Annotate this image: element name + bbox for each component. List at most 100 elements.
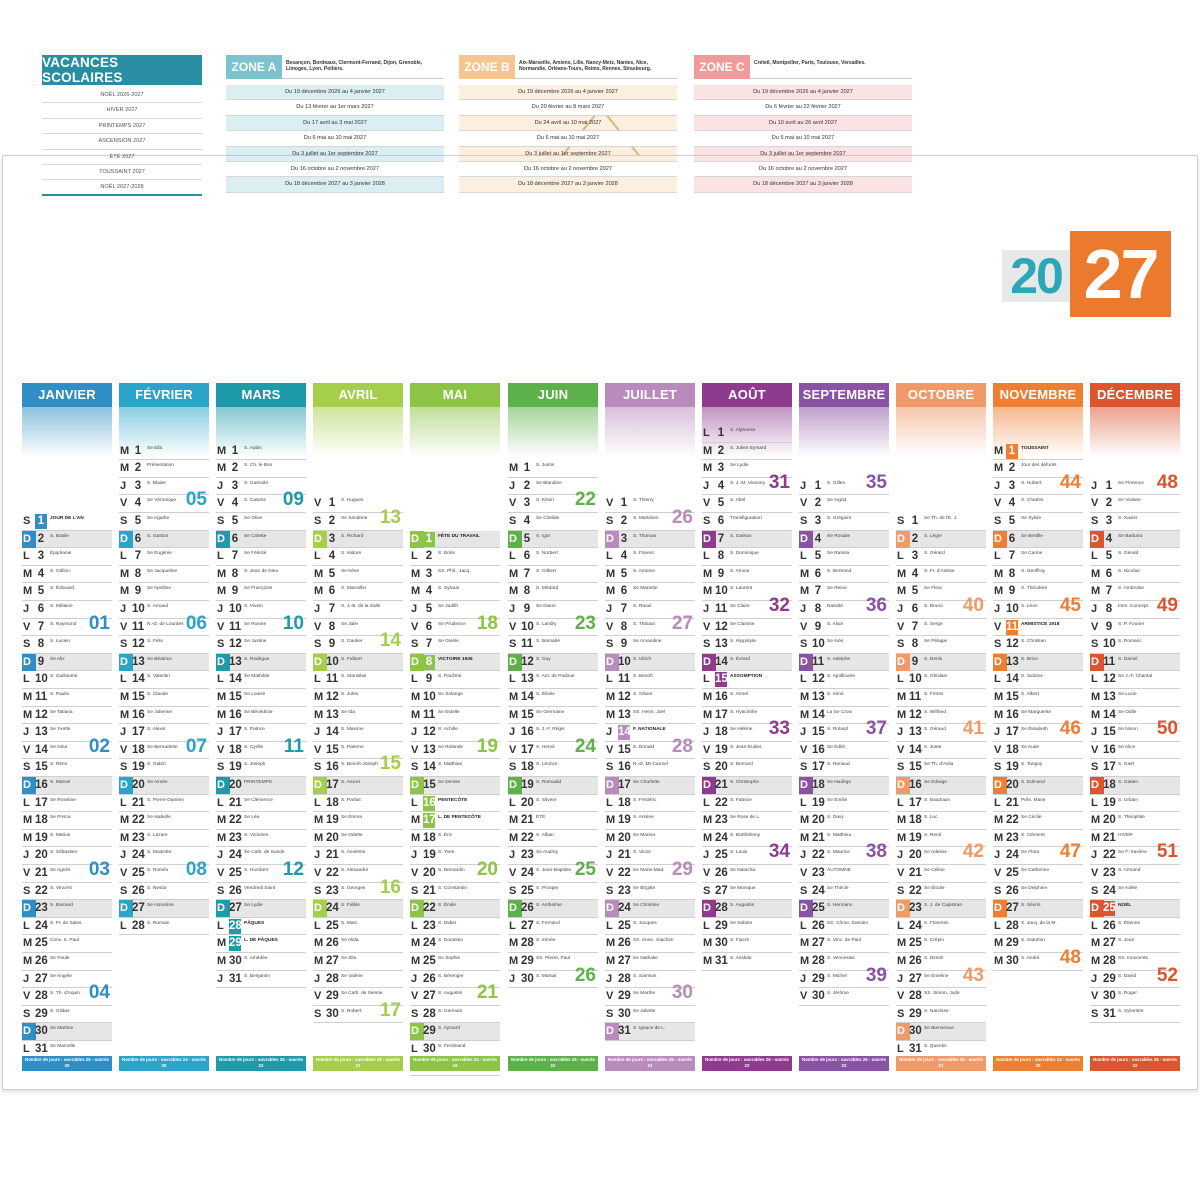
day-row: L 19 Se Émilie [799,795,889,813]
day-row: L 14 S. Sidoine [993,671,1083,689]
day-row: M 28 S. Venceslas [799,953,889,971]
saint-name: S. Évrard [730,656,750,662]
saint-name: Se Bienvenue [924,1026,954,1032]
day-number: 20 [132,779,145,791]
vacances-periods: NOËL 2026-2027 HIVER 2027 PRINTEMPS 2027 AS… [42,88,202,196]
saint-name: Se Blandine [536,480,562,486]
day-letter: V [217,743,225,756]
saint-name: Se Ida [341,709,355,715]
day-number: 12 [1006,638,1019,651]
saint-name: S. Mélaine [50,604,73,609]
day-letter: V [800,620,808,633]
saint-name: Se Judith [438,604,459,609]
saint-name: S. Juste [924,744,942,750]
vacances-period: ASCENSION 2027 [42,134,202,150]
week-number: 05 [185,489,207,511]
day-letter: M [703,691,713,703]
day-number: 17 [229,726,242,739]
day-letter: L [703,673,710,686]
day-number: 2 [911,532,919,545]
month-name: OCTOBRE [896,383,986,407]
saint-name: S. Fidèle [341,903,360,909]
day-number: 4 [37,567,45,580]
saint-name: Se Élodie [924,885,945,891]
saint-name: S. Frédéric [633,797,657,803]
day-number: 15 [229,691,242,703]
saint-name: Se Colette [244,533,267,539]
day-number: 1 [134,444,142,457]
saint-name: S. André [1021,956,1040,961]
day-letter: M [411,831,421,844]
day-row: M 23 S. Clément [993,830,1083,848]
day-row: S 23 S. Georges 16 [313,877,403,901]
saint-name: S. Gaston [147,533,169,539]
day-letter: D [994,779,1002,791]
day-number: 13 [35,726,48,739]
day-letter: L [23,550,30,563]
saint-name: Se Édith [827,744,846,750]
saint-name: S. Gérald [1118,551,1139,557]
day-letter: M [314,937,324,950]
day-row: D 6 Se Colette [216,530,306,549]
day-row: D 25 NOËL [1090,900,1180,918]
day-row: M 18 S. Luc [896,812,986,830]
day-letter: S [703,638,711,651]
week-number: 12 [282,859,304,880]
sunday-marker [605,1023,619,1041]
day-row: L 24 S. Fr. de Sales [22,918,112,936]
day-row: J 3 S. Guénolé [216,478,306,496]
day-row: V 4 Se Véronique 05 [119,489,209,513]
day-row: J 28 S. Samson [605,971,695,989]
saint-name: S. Théophile [1118,815,1145,821]
day-row: L 17 S. Baudouin [896,795,986,813]
day-row: J 26 S. Bérenger [410,971,500,989]
saint-name: Se Emma [341,815,363,821]
week-number: 14 [379,630,401,652]
day-letter: M [897,567,907,580]
day-letter: S [703,884,711,897]
day-number: 4 [911,567,919,580]
day-number: 13 [909,726,922,739]
saint-name: S. Alexandre [341,868,369,873]
day-letter: M [606,814,616,827]
day-row: D 5 S. Igor [508,530,598,549]
day-row: V 28 S. Th. d'Aquin 04 [22,982,112,1006]
day-number: 12 [812,673,825,686]
saint-name: S. Fr. d'Assise [924,568,955,574]
saint-name: SS. Anne, Joachim [633,938,674,944]
day-letter: D [606,655,614,668]
day-letter: V [703,620,711,633]
zone-date-range: Du 19 décembre 2026 au 4 janvier 2027 [694,85,912,101]
month-footer: Nombre de jours : ouvrables 26 - ouvrés … [702,1056,792,1071]
saint-name: S. Wilfried [924,709,946,715]
saint-name: Se Zita [341,956,357,961]
day-number: 21 [812,831,825,844]
saint-name: S. Thierry [633,498,654,504]
day-number: 15 [909,761,922,774]
day-letter: J [217,479,224,492]
day-number: 15 [35,761,48,774]
week-number: 26 [671,507,693,528]
day-number: 12 [521,655,534,668]
day-row: V 28 SS. Simon, Jude [896,988,986,1006]
day-row: M 16 S. Armel [702,689,792,707]
day-row: V 19 S. Jean-Eudes [702,742,792,760]
day-number: 18 [229,743,242,756]
day-row: V 8 Se Julie [313,619,403,637]
saint-name: Se Marie-Mad. [633,868,665,873]
day-letter: V [23,867,31,879]
saint-name: S. Laurent [730,586,753,592]
day-letter: D [994,902,1002,915]
saint-name: Nativité [827,604,843,609]
day-row: D 29 S. Aymard [410,1023,500,1041]
year-prefix: 20 [1002,248,1070,304]
sunday-marker [799,653,813,671]
day-number: 7 [911,620,919,633]
saint-name: Se Olive [244,516,263,521]
day-letter: M [897,691,907,703]
day-number: 7 [620,603,628,615]
day-number: 8 [1008,567,1016,580]
day-letter: J [800,603,807,615]
day-letter: M [703,955,713,967]
day-number: 6 [620,585,628,598]
